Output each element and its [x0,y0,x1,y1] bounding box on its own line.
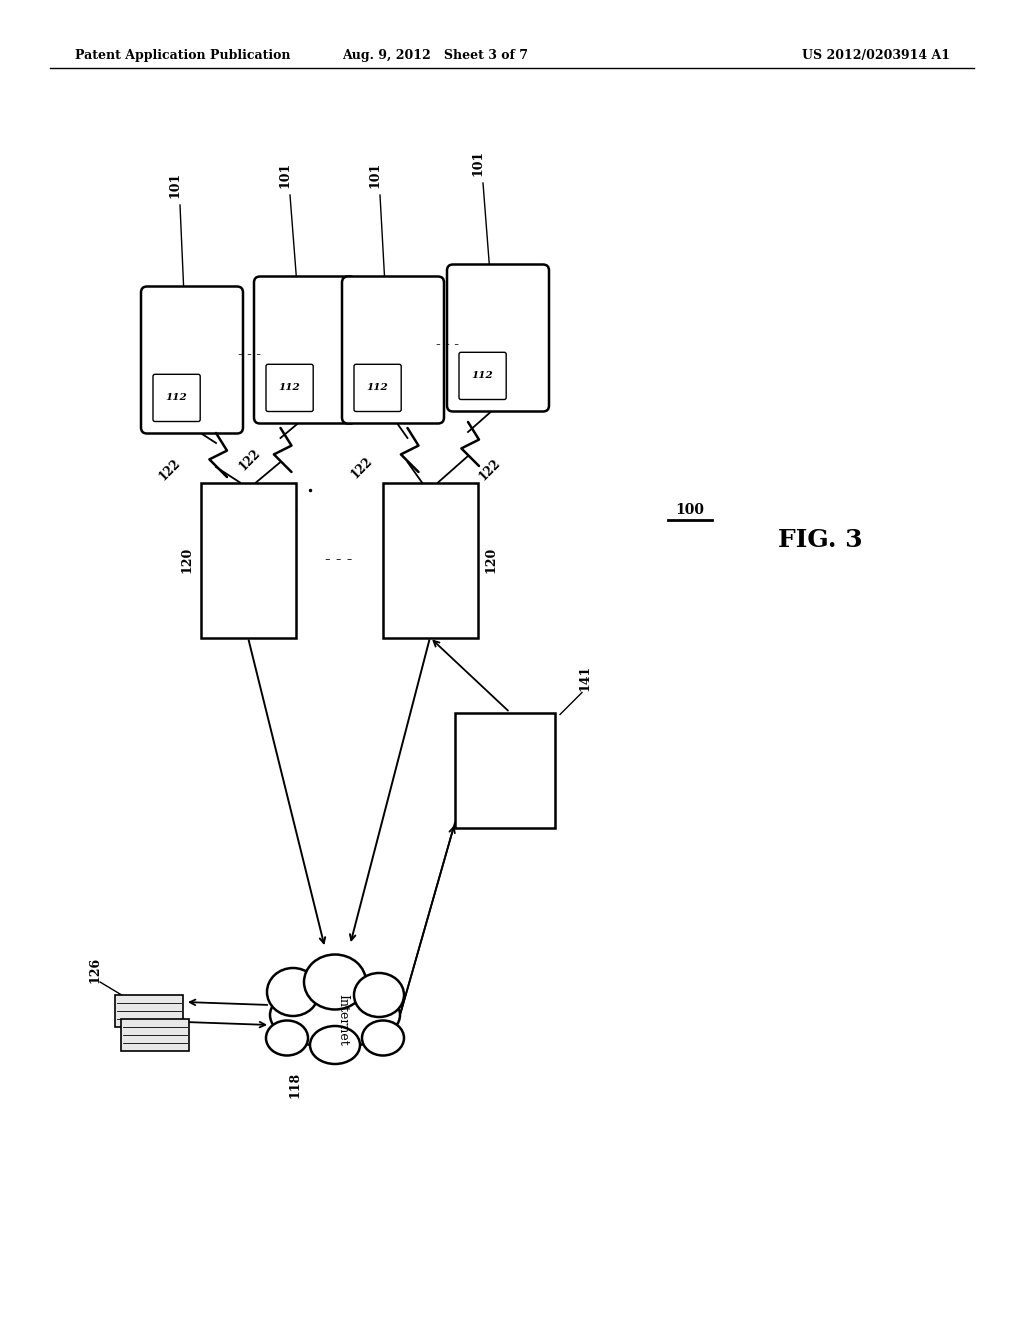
FancyBboxPatch shape [447,264,549,412]
Text: FIG. 3: FIG. 3 [777,528,862,552]
Ellipse shape [267,968,319,1016]
Text: 122: 122 [477,457,504,483]
Ellipse shape [270,982,400,1048]
Text: 120: 120 [485,546,498,573]
Text: Internet: Internet [337,994,349,1045]
Text: 101: 101 [169,172,181,198]
Text: - - -: - - - [326,552,352,569]
Bar [121,1019,189,1051]
Text: 112: 112 [472,371,494,380]
Bar [455,713,555,828]
Text: 118: 118 [289,1072,301,1098]
Text: 122: 122 [157,457,183,483]
Text: Patent Application Publication: Patent Application Publication [75,49,291,62]
Text: 101: 101 [369,162,382,189]
Text: 126: 126 [88,957,101,983]
Text: - - -: - - - [239,348,261,362]
Ellipse shape [354,973,404,1016]
Text: 120: 120 [180,546,193,573]
Text: 101: 101 [471,150,484,176]
Ellipse shape [304,954,366,1010]
FancyBboxPatch shape [153,375,201,421]
FancyBboxPatch shape [254,276,356,424]
FancyBboxPatch shape [342,276,444,424]
FancyBboxPatch shape [266,364,313,412]
Ellipse shape [362,1020,404,1056]
Text: 112: 112 [279,383,300,392]
Ellipse shape [310,1026,360,1064]
Text: 101: 101 [279,162,292,189]
FancyBboxPatch shape [459,352,506,400]
Text: 100: 100 [676,503,705,517]
Text: 112: 112 [166,393,187,403]
Bar [115,995,183,1027]
Text: 122: 122 [237,446,263,474]
Ellipse shape [266,1020,308,1056]
FancyBboxPatch shape [141,286,243,433]
Bar [201,483,296,638]
Text: 112: 112 [367,383,388,392]
Bar [383,483,477,638]
Text: US 2012/0203914 A1: US 2012/0203914 A1 [802,49,950,62]
Text: 141: 141 [579,664,592,690]
Text: - - -: - - - [435,338,459,352]
Text: Aug. 9, 2012   Sheet 3 of 7: Aug. 9, 2012 Sheet 3 of 7 [342,49,528,62]
Text: 122: 122 [349,454,376,482]
FancyBboxPatch shape [354,364,401,412]
